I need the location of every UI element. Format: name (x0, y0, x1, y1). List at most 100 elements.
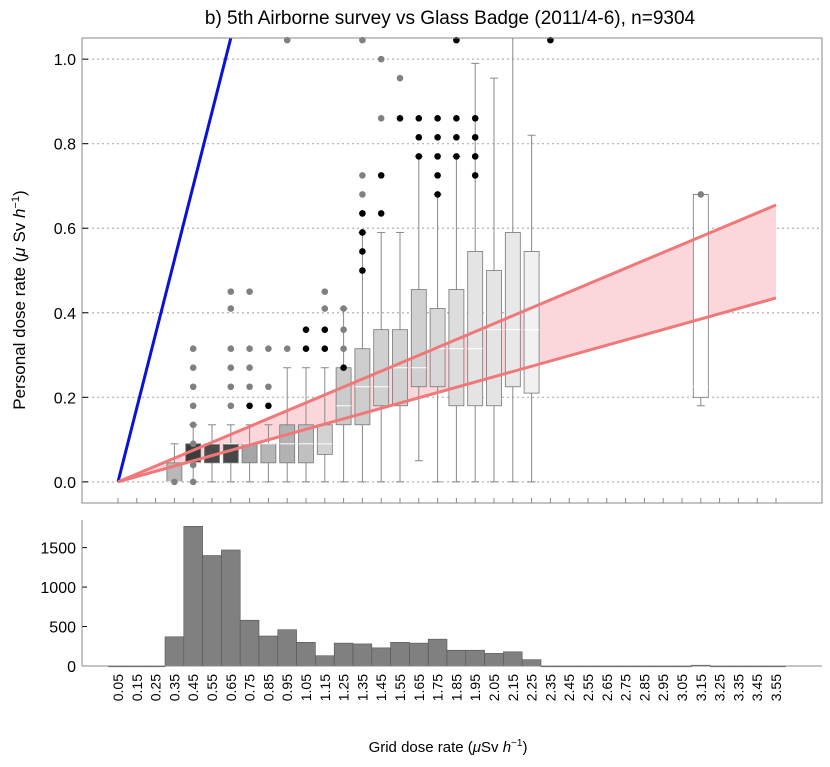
outlier-point (189, 383, 197, 391)
x-tick-label: 2.95 (655, 674, 671, 701)
regression-line (116, 38, 233, 483)
x-tick-label: 0.85 (260, 674, 276, 701)
y-tick-label: 0.4 (54, 306, 76, 323)
outlier-point (471, 172, 479, 179)
x-axis-label-part: ) (522, 739, 527, 756)
x-tick-label: 2.85 (636, 674, 652, 701)
x-tick-label: 2.35 (542, 674, 558, 701)
outlier-point (246, 288, 253, 295)
box (448, 289, 465, 407)
outlier-point (171, 478, 178, 486)
y-tick-label: 0.6 (54, 221, 76, 238)
x-tick-label: 1.95 (467, 674, 483, 701)
regression-line (117, 203, 777, 484)
outlier-point (434, 153, 441, 160)
x-tick-label: 2.55 (580, 674, 596, 701)
outlier-point (283, 345, 291, 353)
x-axis-label-part: Sv (481, 739, 503, 756)
outlier-point (359, 248, 366, 255)
x-tick-label: 0.95 (279, 674, 295, 701)
histogram-bar (371, 647, 391, 667)
outlier-point (189, 364, 197, 372)
y-tick-label: 1000 (40, 580, 76, 597)
histogram-bar (409, 642, 429, 667)
box (692, 194, 709, 398)
x-tick-label: 1.15 (317, 674, 333, 701)
x-tick-label: 3.25 (712, 674, 728, 701)
outlier-point (396, 115, 404, 122)
y-tick-label: 500 (49, 620, 76, 637)
outlier-point (396, 74, 404, 82)
y-axis-label-part: −1 (10, 196, 22, 209)
histogram-bar (277, 629, 297, 667)
plot-frame (81, 37, 823, 504)
outlier-point (377, 55, 385, 63)
x-tick-label: 2.65 (599, 674, 615, 701)
outlier-point (246, 345, 253, 353)
y-tick-label: 0.0 (54, 475, 76, 492)
outlier-point (359, 210, 366, 217)
histogram-bar (484, 653, 504, 667)
outlier-point (189, 421, 197, 429)
outlier-point (377, 172, 385, 179)
box (504, 232, 521, 388)
x-tick-label: 3.15 (693, 674, 709, 701)
histogram-bar (296, 642, 316, 667)
y-tick-label: 0 (67, 659, 76, 676)
outlier-point (246, 364, 253, 372)
x-tick-label: 0.65 (223, 674, 239, 701)
y-tick-label: 1500 (40, 541, 76, 558)
histogram-bar (315, 655, 335, 667)
outlier-point (321, 345, 329, 353)
histogram-bar (183, 526, 203, 667)
outlier-point (471, 153, 479, 160)
outlier-point (471, 115, 479, 122)
y-tick-label: 0.2 (54, 390, 76, 407)
y-axis-label-part: Sv (10, 218, 29, 247)
outlier-point (434, 191, 441, 198)
outlier-point (359, 172, 366, 179)
x-tick-label: 0.35 (166, 674, 182, 701)
regression-line (117, 296, 777, 484)
x-tick-label: 2.15 (505, 674, 521, 701)
y-tick-label: 1.0 (54, 52, 76, 69)
x-tick-label: 1.45 (373, 674, 389, 701)
outlier-point (227, 364, 235, 372)
histogram-bar (333, 642, 354, 667)
y-axis-label-part: h (10, 209, 29, 218)
x-tick-label: 2.25 (524, 674, 540, 701)
x-tick-label: 2.05 (486, 674, 502, 701)
x-tick-label: 2.75 (618, 674, 634, 701)
outlier-point (227, 288, 235, 295)
histogram-bar (446, 649, 467, 667)
y-axis-label-part: ) (10, 190, 29, 196)
outlier-point (227, 402, 235, 410)
outlier-point (434, 115, 441, 122)
x-tick-label: 0.15 (129, 674, 145, 701)
x-tick-label: 3.35 (730, 674, 746, 701)
y-axis-label-part: Personal dose rate ( (10, 256, 29, 409)
chart-title: b) 5th Airborne survey vs Glass Badge (2… (205, 8, 696, 29)
histogram-bar (465, 649, 485, 667)
outlier-point (359, 191, 366, 198)
outlier-point (227, 383, 235, 391)
box (316, 424, 333, 455)
x-tick-label: 3.05 (674, 674, 690, 701)
outlier-point (453, 115, 460, 122)
outlier-point (434, 134, 441, 141)
outlier-point (453, 153, 460, 160)
outlier-point (321, 305, 329, 312)
y-axis-label: Personal dose rate (μ Sv h−1) (10, 190, 29, 409)
outlier-point (377, 210, 385, 217)
x-tick-label: 0.25 (148, 674, 164, 701)
outlier-point (359, 267, 366, 274)
x-tick-label: 0.75 (242, 674, 258, 701)
outlier-point (340, 364, 347, 372)
x-tick-label: 1.05 (298, 674, 314, 701)
x-axis-label-part: h (503, 739, 511, 756)
outlier-point (265, 402, 272, 410)
x-tick-label: 1.55 (392, 674, 408, 701)
x-tick-label: 1.25 (336, 674, 352, 701)
x-tick-label: 1.65 (411, 674, 427, 701)
